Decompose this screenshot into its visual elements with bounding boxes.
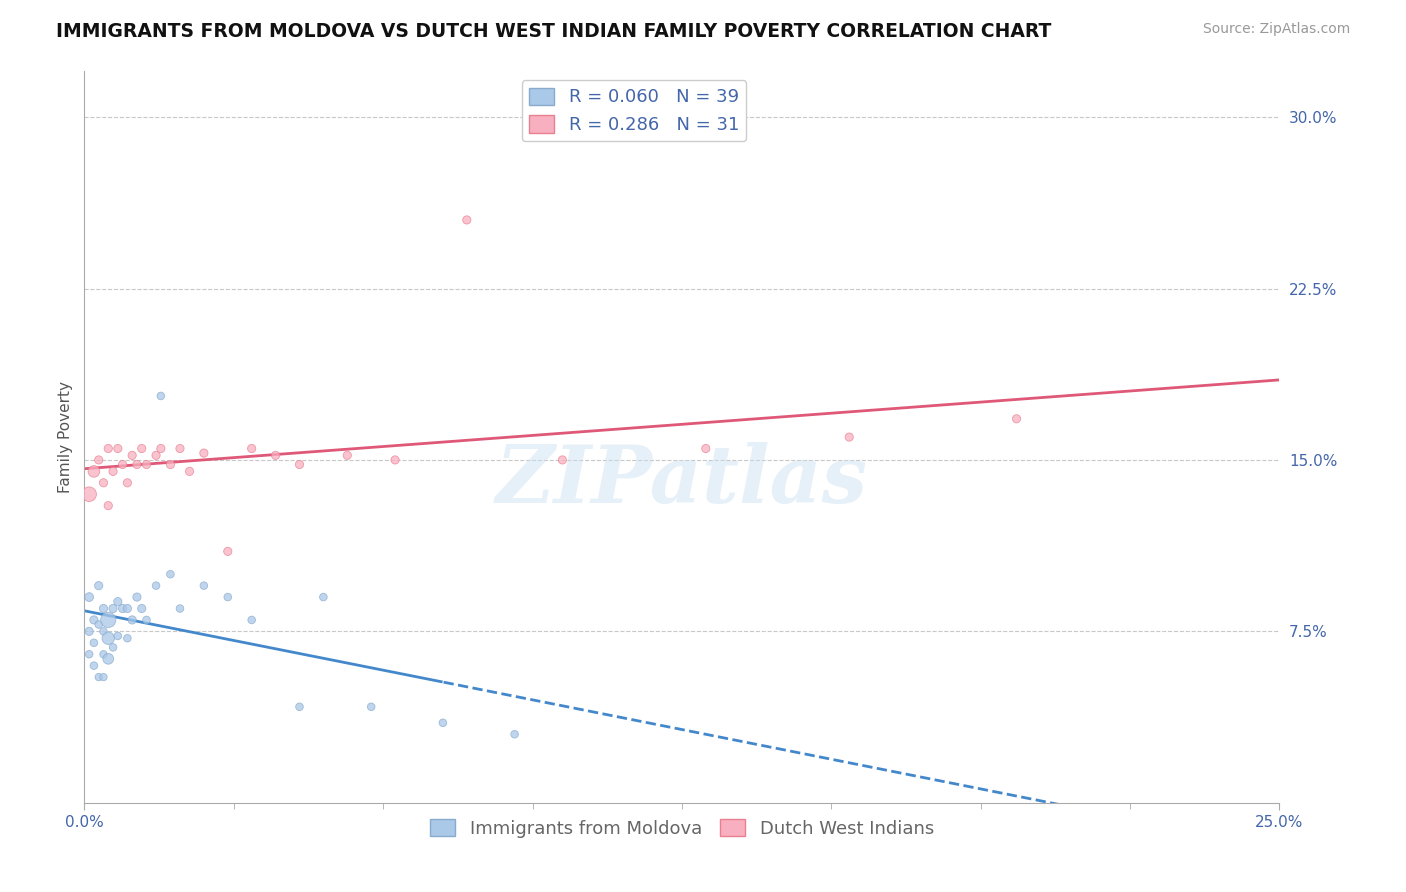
Point	[107, 595, 129, 609]
Point	[217, 544, 239, 558]
Point	[312, 590, 335, 604]
Point	[97, 442, 120, 456]
Point	[179, 464, 201, 478]
Point	[93, 624, 115, 639]
Point	[240, 613, 263, 627]
Point	[217, 590, 239, 604]
Point	[93, 475, 115, 490]
Point	[145, 579, 167, 593]
Point	[288, 458, 311, 472]
Point	[125, 590, 148, 604]
Point	[551, 453, 574, 467]
Point	[77, 590, 100, 604]
Text: Source: ZipAtlas.com: Source: ZipAtlas.com	[1202, 22, 1350, 37]
Text: ZIPatlas: ZIPatlas	[496, 442, 868, 520]
Point	[117, 475, 139, 490]
Point	[93, 647, 115, 661]
Point	[87, 579, 110, 593]
Point	[193, 579, 215, 593]
Point	[87, 617, 110, 632]
Point	[149, 442, 172, 456]
Point	[93, 601, 115, 615]
Point	[83, 613, 105, 627]
Point	[145, 449, 167, 463]
Point	[101, 464, 124, 478]
Point	[149, 389, 172, 403]
Point	[83, 636, 105, 650]
Point	[240, 442, 263, 456]
Point	[838, 430, 860, 444]
Point	[125, 458, 148, 472]
Point	[107, 442, 129, 456]
Point	[87, 670, 110, 684]
Point	[101, 601, 124, 615]
Point	[97, 652, 120, 666]
Point	[193, 446, 215, 460]
Point	[131, 442, 153, 456]
Point	[695, 442, 717, 456]
Point	[432, 715, 454, 730]
Point	[111, 458, 134, 472]
Point	[97, 499, 120, 513]
Y-axis label: Family Poverty: Family Poverty	[58, 381, 73, 493]
Point	[107, 629, 129, 643]
Point	[169, 601, 191, 615]
Point	[111, 601, 134, 615]
Point	[135, 458, 157, 472]
Text: IMMIGRANTS FROM MOLDOVA VS DUTCH WEST INDIAN FAMILY POVERTY CORRELATION CHART: IMMIGRANTS FROM MOLDOVA VS DUTCH WEST IN…	[56, 22, 1052, 41]
Point	[87, 453, 110, 467]
Point	[117, 632, 139, 646]
Point	[77, 487, 100, 501]
Legend: Immigrants from Moldova, Dutch West Indians: Immigrants from Moldova, Dutch West Indi…	[423, 812, 941, 845]
Point	[264, 449, 287, 463]
Point	[384, 453, 406, 467]
Point	[159, 458, 181, 472]
Point	[117, 601, 139, 615]
Point	[77, 624, 100, 639]
Point	[83, 464, 105, 478]
Point	[121, 449, 143, 463]
Point	[93, 670, 115, 684]
Point	[336, 449, 359, 463]
Point	[97, 613, 120, 627]
Point	[101, 640, 124, 655]
Point	[135, 613, 157, 627]
Point	[83, 658, 105, 673]
Point	[121, 613, 143, 627]
Point	[1005, 412, 1028, 426]
Point	[360, 699, 382, 714]
Point	[503, 727, 526, 741]
Point	[131, 601, 153, 615]
Point	[77, 647, 100, 661]
Point	[169, 442, 191, 456]
Point	[288, 699, 311, 714]
Point	[97, 632, 120, 646]
Point	[456, 213, 478, 227]
Point	[159, 567, 181, 582]
